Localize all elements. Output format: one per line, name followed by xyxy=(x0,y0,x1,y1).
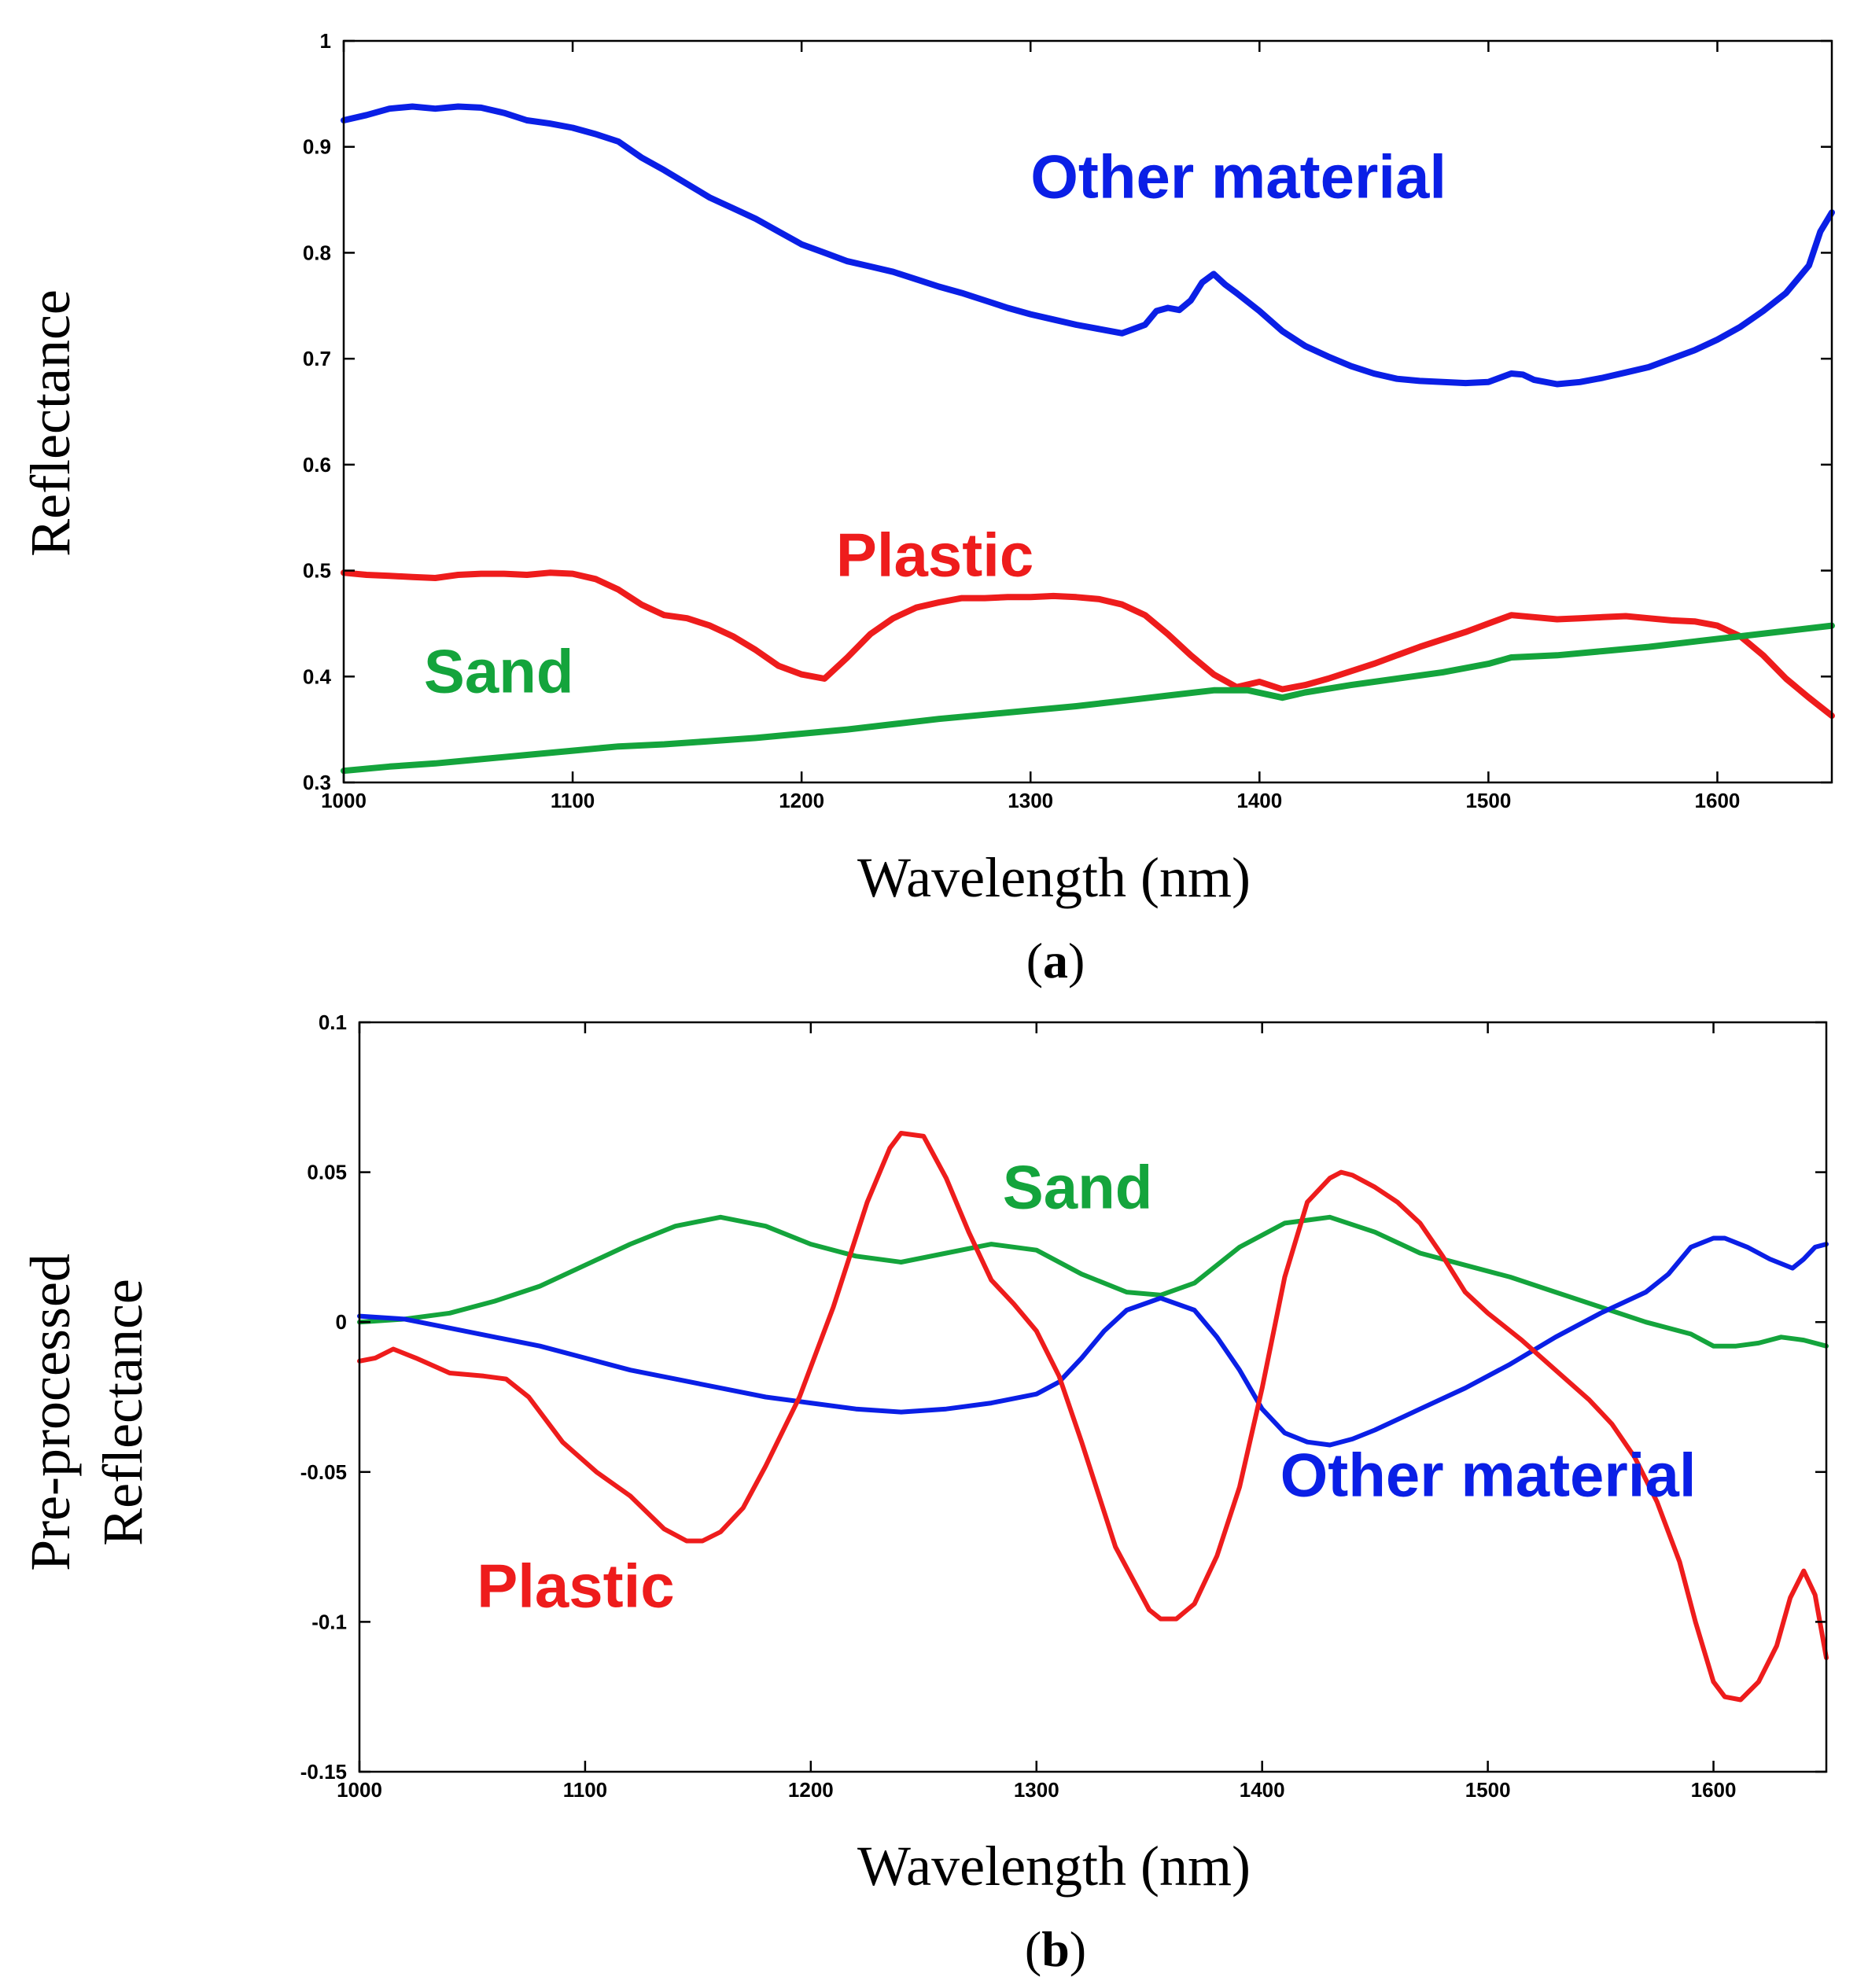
panel-a-xtick-label: 1200 xyxy=(779,789,824,812)
panel-b-label-sand: Sand xyxy=(1003,1152,1153,1221)
panel-a-series-other-material-line xyxy=(341,103,1835,388)
panel-a-ytick-label: 0.5 xyxy=(303,559,331,583)
panel-b-label-other-material: Other material xyxy=(1280,1440,1697,1509)
panel-b-xtick-label: 1100 xyxy=(563,1778,607,1802)
panel-a-ytick-label: 0.3 xyxy=(303,771,331,794)
panel-a-caption-letter: a xyxy=(1043,933,1068,988)
panel-b-xtick-label: 1000 xyxy=(337,1778,382,1802)
panel-a-xtick-label: 1300 xyxy=(1008,789,1053,812)
panel-b-caption: (b) xyxy=(1025,1921,1086,1977)
panel-a-xtick-label: 1400 xyxy=(1236,789,1282,812)
panel-b-xlabel: Wavelength (nm) xyxy=(857,1835,1251,1898)
panel-b-plot-area: 1000 1100 1200 1300 1400 1500 1600 -0.15 -0.1 -0.… xyxy=(300,1011,1829,1802)
panel-a-ylabel: Reflectance xyxy=(19,289,82,557)
panel-a-xlabel: Wavelength (nm) xyxy=(857,846,1251,909)
panel-a-xtick-label: 1100 xyxy=(551,789,595,812)
panel-b-ytick-label: 0 xyxy=(336,1310,347,1334)
panel-b-series-sand-line xyxy=(357,1214,1829,1349)
panel-a-ytick-label: 0.9 xyxy=(303,135,331,159)
panel-a-ytick-label: 1 xyxy=(320,29,331,53)
panel-a-axes-frame xyxy=(342,39,1833,784)
panel-b-xtick-label: 1600 xyxy=(1691,1778,1737,1802)
panel-b-series-plastic-line xyxy=(357,1131,1829,1703)
panel-b-xtick-label: 1400 xyxy=(1240,1778,1285,1802)
panel-a-label-plastic: Plastic xyxy=(836,520,1034,589)
panel-b-ytick-label: -0.1 xyxy=(311,1610,347,1633)
panel-a-xtick-label: 1000 xyxy=(321,789,367,812)
panel-b-series-other-material-line xyxy=(357,1235,1829,1448)
panel-a-ytick-label: 0.8 xyxy=(303,241,331,264)
panel-b-ylabel-line1: Pre-processed xyxy=(19,1254,82,1571)
panel-b-xtick-label: 1300 xyxy=(1014,1778,1059,1802)
panel-b-ylabel-line2: Reflectance xyxy=(91,1279,154,1546)
panel-b-chart: 1000 1100 1200 1300 1400 1500 1600 -0.15 -0.1 -0.… xyxy=(19,1011,1829,1977)
panel-a-series-sand-line xyxy=(341,622,1835,775)
panel-a-xtick-label: 1600 xyxy=(1695,789,1741,812)
panel-b-ytick-label: 0.1 xyxy=(319,1011,347,1034)
panel-a-chart: 1000 1100 1200 1300 1400 1500 1600 0.3 0.4 0.5 0.6… xyxy=(19,29,1835,988)
panel-a-ytick-label: 0.4 xyxy=(303,665,332,688)
panel-a-ytick-label: 0.6 xyxy=(303,453,331,477)
panel-b-ytick-label: -0.05 xyxy=(300,1460,347,1484)
panel-a-label-other-material: Other material xyxy=(1030,142,1446,211)
panel-a-series-plastic-line xyxy=(341,569,1835,720)
panel-b-xtick-label: 1500 xyxy=(1465,1778,1511,1802)
panel-b-caption-letter: b xyxy=(1041,1921,1070,1977)
panel-b-axes-frame xyxy=(358,1021,1828,1773)
panel-a-label-sand: Sand xyxy=(424,636,574,705)
panel-a-plot-area: 1000 1100 1200 1300 1400 1500 1600 0.3 0.4 0.5 0.6… xyxy=(303,29,1835,812)
panel-a-caption: (a) xyxy=(1026,933,1085,988)
panel-a-ytick-label: 0.7 xyxy=(303,347,331,370)
panel-b-ytick-label: -0.15 xyxy=(300,1760,347,1784)
panel-b-ytick-label: 0.05 xyxy=(307,1161,347,1184)
panel-a-xtick-label: 1500 xyxy=(1465,789,1511,812)
panel-b-xtick-label: 1200 xyxy=(788,1778,834,1802)
panel-b-label-plastic: Plastic xyxy=(477,1551,674,1620)
